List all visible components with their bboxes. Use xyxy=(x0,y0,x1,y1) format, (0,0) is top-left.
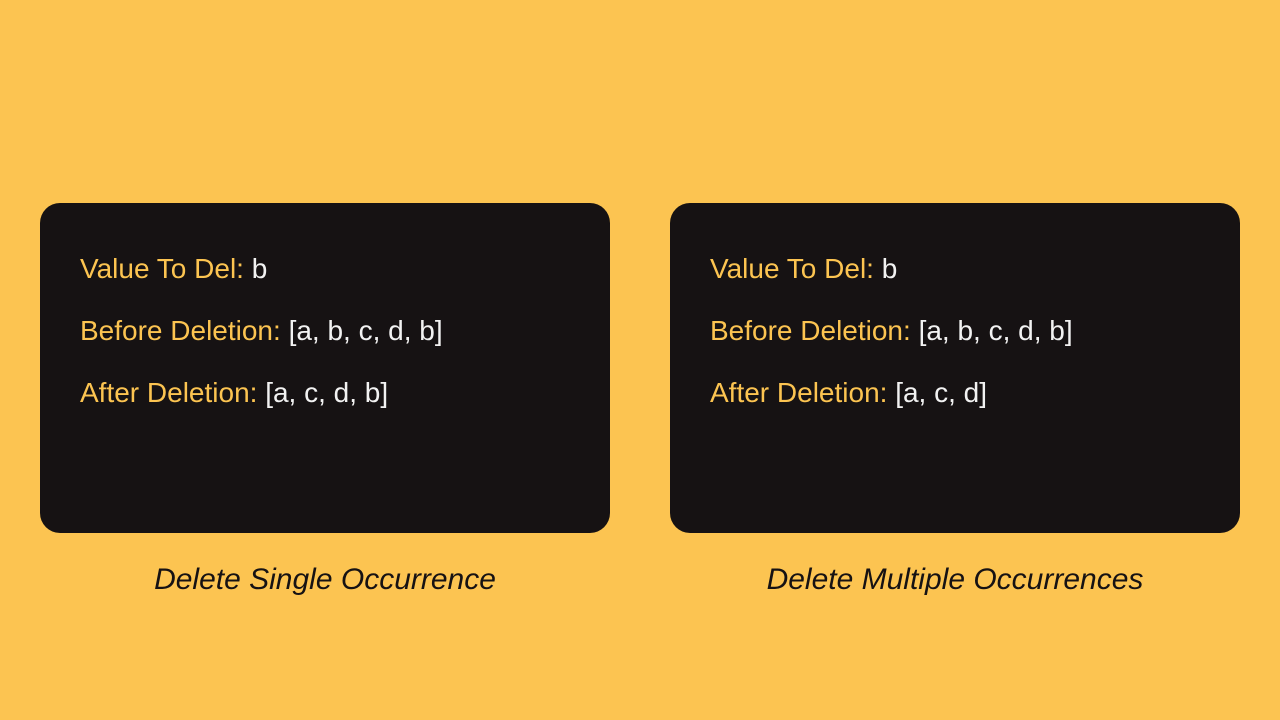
before-value: [a, b, c, d, b] xyxy=(919,315,1073,346)
value-to-del-value: b xyxy=(252,253,268,284)
value-to-del-line: Value To Del: b xyxy=(80,253,570,285)
value-to-del-label: Value To Del: xyxy=(710,253,882,284)
panel-multiple-occurrence: Value To Del: b Before Deletion: [a, b, … xyxy=(670,203,1240,597)
after-deletion-line: After Deletion: [a, c, d] xyxy=(710,377,1200,409)
value-to-del-line: Value To Del: b xyxy=(710,253,1200,285)
after-label: After Deletion: xyxy=(80,377,265,408)
after-value: [a, c, d, b] xyxy=(265,377,388,408)
before-value: [a, b, c, d, b] xyxy=(289,315,443,346)
code-panel-left: Value To Del: b Before Deletion: [a, b, … xyxy=(40,203,610,533)
after-value: [a, c, d] xyxy=(895,377,987,408)
value-to-del-label: Value To Del: xyxy=(80,253,252,284)
caption-multiple: Delete Multiple Occurrences xyxy=(767,563,1144,597)
caption-single: Delete Single Occurrence xyxy=(154,563,496,597)
before-deletion-line: Before Deletion: [a, b, c, d, b] xyxy=(710,315,1200,347)
before-label: Before Deletion: xyxy=(710,315,919,346)
panel-single-occurrence: Value To Del: b Before Deletion: [a, b, … xyxy=(40,203,610,597)
before-label: Before Deletion: xyxy=(80,315,289,346)
code-panel-right: Value To Del: b Before Deletion: [a, b, … xyxy=(670,203,1240,533)
value-to-del-value: b xyxy=(882,253,898,284)
after-deletion-line: After Deletion: [a, c, d, b] xyxy=(80,377,570,409)
before-deletion-line: Before Deletion: [a, b, c, d, b] xyxy=(80,315,570,347)
after-label: After Deletion: xyxy=(710,377,895,408)
